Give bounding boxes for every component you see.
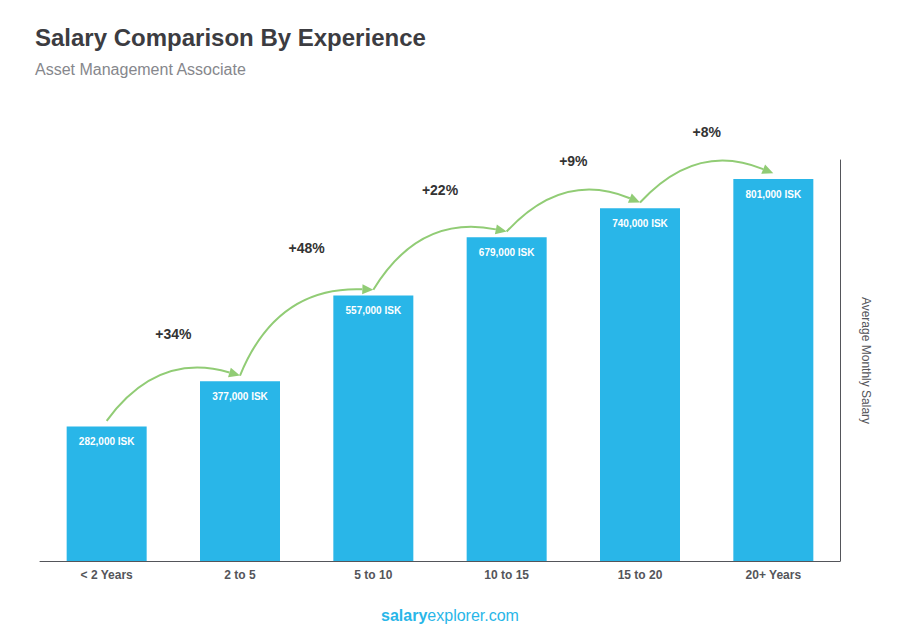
svg-text:377,000 ISK: 377,000 ISK [212,391,268,402]
svg-text:Salary Comparison By Experienc: Salary Comparison By Experience [35,24,426,51]
svg-text:explorer.com: explorer.com [427,607,519,624]
svg-text:Average Monthly Salary: Average Monthly Salary [859,297,873,424]
svg-text:679,000 ISK: 679,000 ISK [479,247,535,258]
svg-text:Asset Management Associate: Asset Management Associate [35,61,246,78]
svg-text:20+ Years: 20+ Years [746,568,802,582]
svg-text:2 to 5: 2 to 5 [224,568,256,582]
svg-text:+9%: +9% [559,153,588,169]
svg-text:740,000 ISK: 740,000 ISK [612,218,668,229]
svg-text:+34%: +34% [155,326,192,342]
svg-text:15 to 20: 15 to 20 [618,568,663,582]
svg-text:+22%: +22% [422,182,459,198]
svg-text:557,000 ISK: 557,000 ISK [346,305,402,316]
svg-text:5 to 10: 5 to 10 [354,568,392,582]
svg-text:+48%: +48% [289,240,326,256]
svg-text:< 2 Years: < 2 Years [81,568,133,582]
svg-text:801,000 ISK: 801,000 ISK [746,189,802,200]
svg-text:salary: salary [381,607,427,624]
svg-text:282,000 ISK: 282,000 ISK [79,436,135,447]
svg-text:+8%: +8% [692,124,721,140]
svg-text:10 to 15: 10 to 15 [484,568,529,582]
